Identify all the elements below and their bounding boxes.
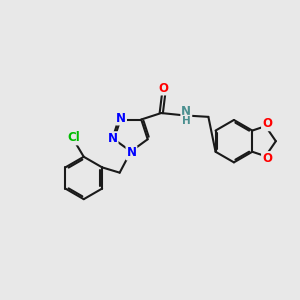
Text: Cl: Cl	[68, 131, 80, 144]
Text: N: N	[181, 105, 191, 119]
Text: H: H	[182, 116, 191, 126]
Text: N: N	[108, 132, 118, 145]
Text: O: O	[262, 152, 272, 165]
Text: O: O	[159, 82, 169, 94]
Text: N: N	[127, 146, 136, 159]
Text: N: N	[116, 112, 126, 124]
Text: O: O	[262, 117, 272, 130]
